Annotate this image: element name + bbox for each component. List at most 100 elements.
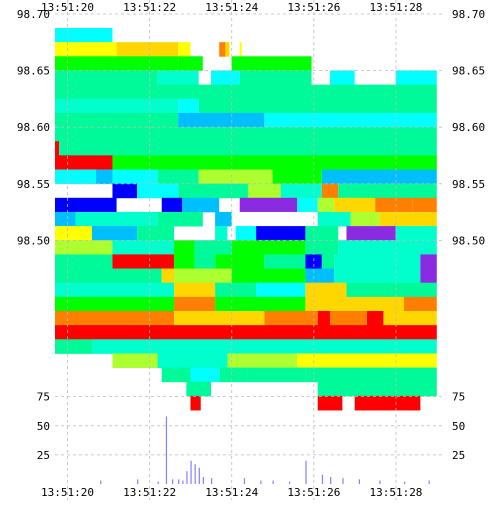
- heatmap-cell: [55, 84, 437, 100]
- heatmap-cell: [174, 240, 195, 255]
- volume-bar: [190, 460, 192, 484]
- heatmap-cell: [112, 240, 175, 255]
- x-tick-label-bottom: 13:51:22: [123, 486, 176, 499]
- x-tick-label-top: 13:51:28: [369, 1, 422, 14]
- heatmap-cell: [112, 155, 437, 170]
- volume-tick-label-right: 50: [452, 420, 465, 433]
- axis-labels: 13:51:20 13:51:22 13:51:24 13:51:26 13:51:28…: [17, 1, 485, 499]
- x-tick-label-bottom: 13:51:28: [369, 486, 422, 499]
- heatmap-cell: [264, 311, 318, 326]
- volume-bar: [243, 478, 246, 484]
- heatmap-cell: [55, 70, 158, 85]
- heatmap-cell: [112, 183, 138, 199]
- heatmap-cell: [264, 254, 306, 269]
- volume-bar: [358, 479, 360, 484]
- heatmap-cell: [55, 56, 179, 71]
- heatmap-cell: [186, 381, 211, 397]
- heatmap-cell: [350, 211, 380, 227]
- heatmap-cell: [55, 112, 179, 128]
- volume-bar: [157, 481, 159, 484]
- heatmap-cell: [198, 169, 273, 185]
- heatmap-cell: [157, 353, 228, 368]
- volume-bar: [260, 480, 262, 484]
- heatmap-cell: [161, 268, 175, 284]
- heatmap-cell: [157, 169, 199, 185]
- heatmap-cell: [59, 141, 437, 156]
- heatmap-cell: [137, 226, 175, 241]
- heatmap-cell: [395, 226, 437, 241]
- heatmap-cell: [305, 296, 404, 312]
- heatmap-cell: [55, 127, 437, 142]
- heatmap-cell: [96, 169, 113, 185]
- heatmap-cell: [305, 268, 335, 284]
- heatmap-cell: [55, 98, 179, 114]
- heatmap-cell: [346, 226, 396, 241]
- y-tick-label-right: 98.70: [452, 8, 485, 21]
- heatmap-cell: [55, 155, 113, 170]
- heatmap-cell: [157, 70, 199, 85]
- volume-bar: [403, 481, 406, 484]
- heatmap-cell: [55, 268, 162, 284]
- heatmap-cell: [317, 395, 343, 411]
- heatmap-cell: [215, 254, 265, 269]
- heatmap-cell: [330, 311, 367, 326]
- volume-bar: [100, 480, 102, 484]
- heatmap-cell: [317, 381, 437, 397]
- heatmap-cell: [198, 98, 437, 114]
- heatmap-cell: [334, 197, 376, 213]
- heatmap-cell: [297, 353, 388, 368]
- x-tick-label-top: 13:51:20: [41, 1, 94, 14]
- heatmap-cell: [239, 211, 318, 227]
- volume-tick-label-left: 25: [37, 449, 50, 462]
- heatmap-cell: [55, 169, 97, 185]
- volume-bar: [305, 460, 307, 484]
- volume-bar: [186, 471, 188, 484]
- y-tick-label-left: 98.70: [17, 8, 50, 21]
- heatmap-cell: [215, 211, 232, 227]
- heatmap-cell: [161, 197, 183, 213]
- volume-bar: [330, 477, 332, 484]
- heatmap-cell: [55, 311, 175, 326]
- heatmap-cell: [239, 42, 242, 57]
- heatmap-cell: [334, 268, 421, 284]
- heatmap-cell: [305, 282, 347, 298]
- heatmap-cell: [55, 42, 117, 57]
- heatmap-cell: [321, 254, 335, 269]
- heatmap-cell: [215, 296, 306, 312]
- heatmap-cell: [194, 240, 232, 255]
- heatmap-cell: [317, 311, 331, 326]
- heatmap-cell: [55, 240, 113, 255]
- x-tick-label-top: 13:51:26: [287, 1, 340, 14]
- heatmap-cell: [227, 353, 298, 368]
- heatmap-cell: [157, 211, 203, 227]
- heatmap-cell: [387, 353, 437, 368]
- volume-tick-label-left: 50: [37, 420, 50, 433]
- heatmap-cell: [174, 254, 195, 269]
- heatmap-cell: [91, 339, 437, 354]
- volume-bar: [198, 467, 200, 484]
- heatmap-cell: [190, 395, 201, 411]
- heatmap-cell: [338, 240, 437, 255]
- heatmap-cell: [317, 211, 351, 227]
- heatmap-cell: [334, 254, 421, 269]
- heatmap-cell: [420, 268, 437, 284]
- volume-bar: [428, 480, 430, 484]
- heatmap-cell: [239, 197, 298, 213]
- heatmap-cell: [112, 254, 175, 269]
- x-tick-label-bottom: 13:51:20: [41, 486, 94, 499]
- heatmap-cell: [55, 296, 175, 312]
- heatmap-cell: [178, 183, 248, 199]
- heatmap-cell: [225, 42, 230, 57]
- heatmap-cell: [116, 42, 179, 57]
- volume-bar: [379, 480, 381, 484]
- heatmap-cell: [231, 268, 306, 284]
- heatmap-cell: [305, 240, 339, 255]
- volume-bar: [202, 477, 204, 484]
- y-tick-label-right: 98.65: [452, 65, 485, 78]
- heatmap-cell: [264, 112, 437, 128]
- heatmap-cell: [137, 183, 179, 199]
- heatmap-cell: [161, 367, 191, 383]
- volume-tick-label-left: 75: [37, 391, 50, 404]
